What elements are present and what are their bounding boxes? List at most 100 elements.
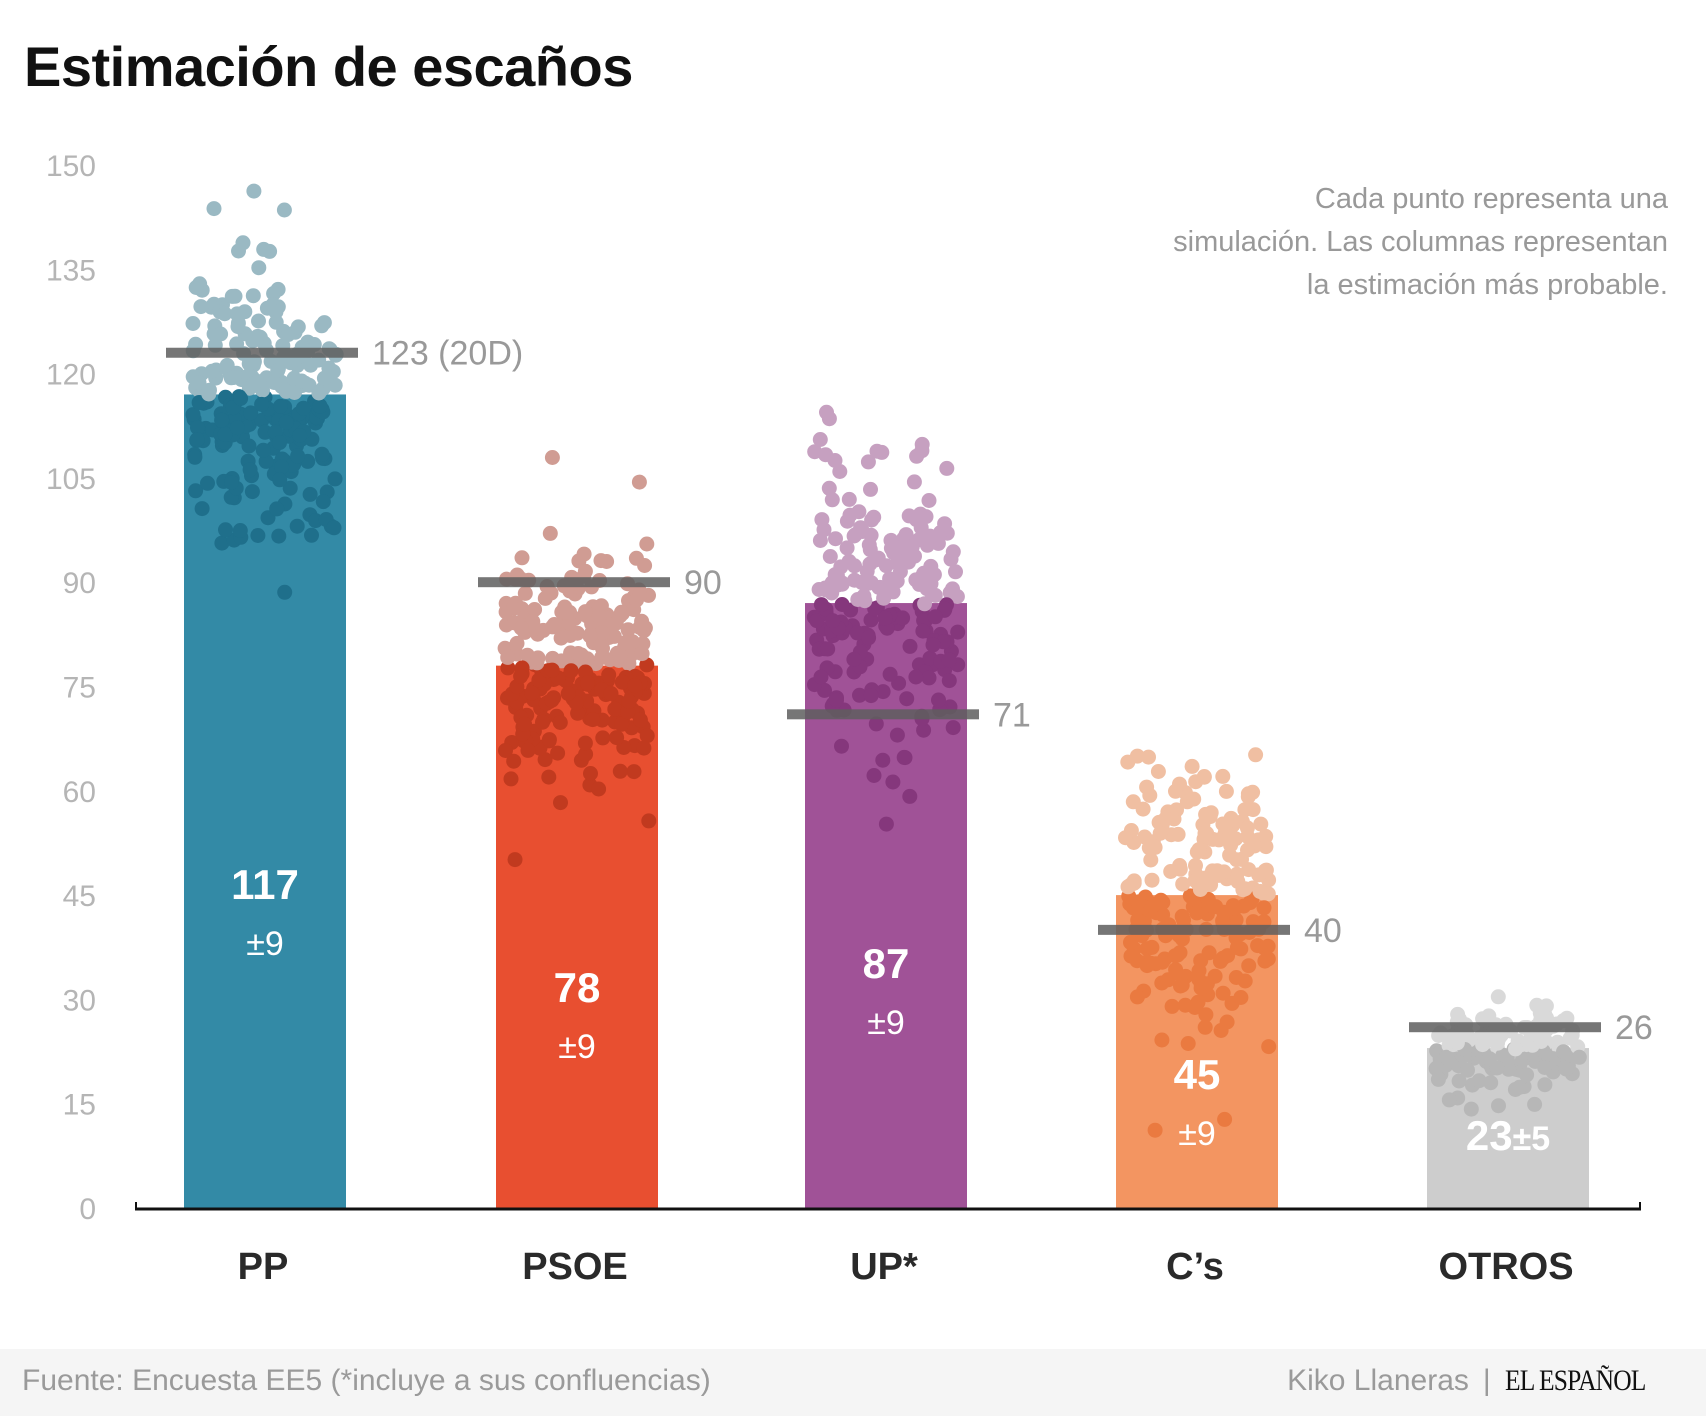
simulation-dot: [270, 363, 286, 379]
simulation-dot: [292, 428, 308, 443]
simulation-dot: [1217, 1111, 1233, 1127]
simulation-dot: [505, 600, 521, 616]
simulation-dot: [201, 386, 217, 402]
simulation-dot: [251, 313, 266, 329]
simulation-dot: [1123, 948, 1139, 964]
simulation-dot: [821, 480, 837, 496]
y-tick-label: 150: [46, 150, 96, 183]
simulation-dot: [553, 795, 568, 811]
simulation-dot: [278, 414, 294, 430]
author: Kiko Llaneras: [1287, 1364, 1469, 1397]
value-label: 23: [1466, 1112, 1513, 1159]
note-line: simulación. Las columnas representan: [1173, 226, 1668, 258]
simulation-dot: [500, 649, 516, 665]
simulation-dot: [1155, 894, 1171, 910]
simulation-dot: [576, 546, 592, 562]
simulation-dot: [255, 442, 271, 458]
simulation-dot: [1253, 816, 1269, 832]
simulation-dot: [1228, 831, 1244, 847]
category-label: UP*: [850, 1246, 918, 1288]
simulation-dot: [1233, 990, 1249, 1005]
simulation-dot: [875, 752, 891, 768]
value-label: 87: [863, 940, 910, 987]
simulation-dot: [1197, 1019, 1213, 1035]
simulation-dot: [915, 623, 931, 639]
simulation-dot: [577, 735, 593, 751]
bar-0: [184, 394, 346, 1209]
simulation-dot: [1189, 905, 1205, 921]
simulation-dot: [316, 370, 332, 386]
simulation-dot: [563, 663, 579, 679]
simulation-dot: [623, 647, 639, 663]
simulation-dot: [302, 486, 318, 502]
simulation-dot: [214, 535, 230, 551]
simulation-dot: [1147, 1122, 1163, 1138]
simulation-dot: [863, 688, 879, 704]
simulation-dot: [950, 624, 966, 640]
simulation-dot: [948, 564, 963, 580]
simulation-dot: [206, 201, 222, 217]
simulation-dot: [246, 183, 262, 199]
simulation-dot: [864, 512, 880, 528]
simulation-dot: [1168, 965, 1184, 981]
simulation-dot: [841, 491, 857, 507]
credit: Kiko Llaneras | EL ESPAÑOL: [1287, 1364, 1670, 1398]
simulation-dot: [927, 609, 943, 625]
simulation-dot: [941, 652, 957, 668]
simulation-dot: [1490, 989, 1506, 1005]
simulation-dot: [1173, 978, 1188, 994]
simulation-dot: [1438, 1049, 1454, 1065]
simulation-dot: [1218, 783, 1234, 799]
simulation-dot: [241, 356, 257, 372]
simulation-dot: [585, 712, 601, 728]
simulation-dot: [193, 299, 209, 315]
simulation-dot: [1483, 1075, 1499, 1091]
chart-note: Cada punto representa una simulación. La…: [1048, 178, 1668, 307]
simulation-dot: [1519, 1067, 1535, 1083]
simulation-dot: [230, 319, 246, 335]
simulation-dot: [1248, 747, 1264, 763]
simulation-dot: [626, 764, 642, 780]
simulation-dot: [550, 745, 566, 761]
simulation-dot: [541, 769, 557, 785]
category-label: OTROS: [1438, 1246, 1573, 1288]
simulation-dot: [266, 286, 282, 301]
simulation-dot: [327, 377, 343, 393]
simulation-dot: [1187, 1000, 1203, 1015]
simulation-dot: [578, 746, 594, 762]
simulation-dot: [839, 540, 855, 556]
simulation-dot: [1130, 894, 1146, 910]
simulation-dot: [214, 412, 230, 428]
y-tick-label: 105: [46, 463, 96, 496]
simulation-dot: [612, 648, 628, 664]
simulation-dot: [506, 753, 522, 769]
simulation-dot: [1207, 968, 1223, 984]
simulation-dot: [1556, 1044, 1571, 1060]
simulation-dot: [899, 691, 915, 707]
simulation-dot: [503, 771, 519, 787]
simulation-dot: [1198, 1007, 1214, 1023]
simulation-dot: [1142, 787, 1158, 803]
simulation-dot: [582, 628, 598, 644]
simulation-dot: [818, 582, 834, 598]
simulation-dot: [1147, 839, 1163, 855]
simulation-dot: [229, 420, 245, 436]
margin-label: ±9: [867, 1004, 905, 1042]
simulation-dot: [1150, 764, 1166, 779]
simulation-dot: [820, 641, 836, 657]
simulation-dot: [517, 716, 533, 732]
simulation-dot: [601, 667, 617, 683]
simulation-dot: [525, 614, 541, 630]
simulation-dot: [1533, 1034, 1549, 1049]
simulation-dot: [513, 668, 529, 684]
simulation-dot: [945, 544, 961, 560]
simulation-dot: [1501, 1061, 1517, 1077]
simulation-dot: [902, 638, 918, 654]
simulation-dot: [1256, 900, 1272, 916]
simulation-dot: [878, 816, 894, 832]
simulation-dot: [595, 730, 611, 746]
simulation-dot: [314, 446, 330, 462]
simulation-dot: [280, 327, 296, 343]
simulation-dot: [933, 525, 948, 540]
simulation-dot: [861, 630, 877, 646]
